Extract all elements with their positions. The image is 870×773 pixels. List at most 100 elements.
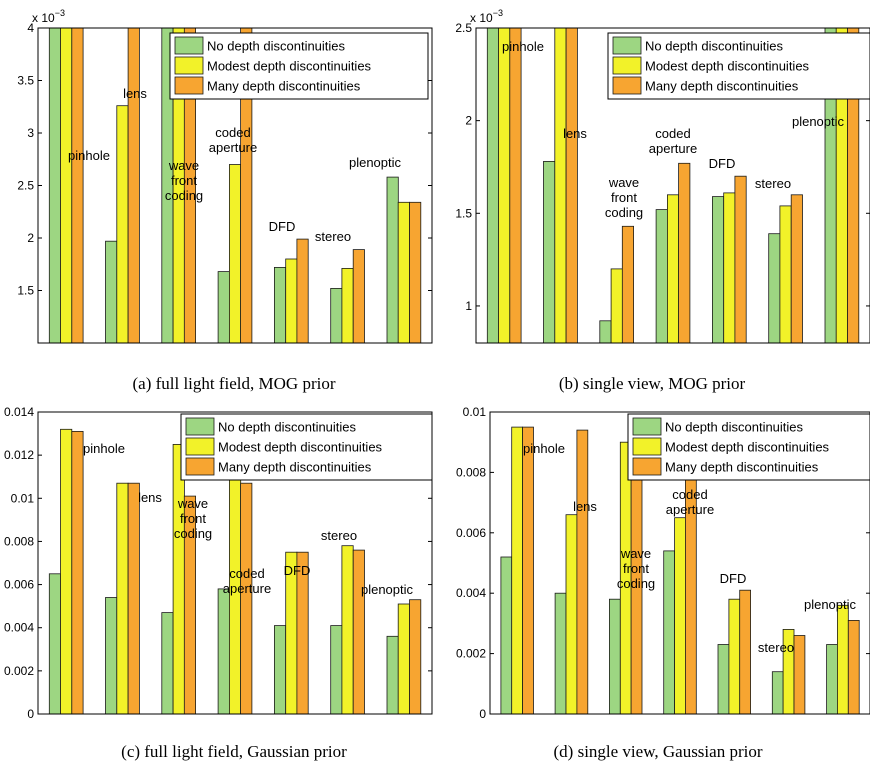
bars <box>48 428 422 714</box>
legend-swatch <box>632 437 662 456</box>
y-tick-label: 1.5 <box>17 284 34 298</box>
bar <box>273 266 287 343</box>
bar <box>734 175 747 343</box>
bar <box>522 426 534 714</box>
legend-label: Modest depth discontinuities <box>207 59 372 74</box>
category-label: coded aperture <box>649 126 697 156</box>
subplot-b: 1 1.5 2 2.5x 10−3 pinhole lens wave front coding… <box>455 8 870 344</box>
legend-label: Many depth discontinuities <box>207 79 361 94</box>
y-exponent-label: x 10−3 <box>470 8 503 25</box>
subplot-c: 0 0.002 0.004 0.006 0.008 0.01 0.012 0.014 pinho… <box>4 405 433 721</box>
bar <box>240 482 253 714</box>
bar <box>60 28 73 343</box>
legend: No depth discontinuities Modest depth dis… <box>627 413 870 481</box>
legend-swatch <box>632 457 662 476</box>
bar <box>105 240 118 343</box>
category-label: lens <box>573 499 597 514</box>
bar <box>509 28 522 343</box>
bar <box>610 268 623 343</box>
bar <box>554 28 567 343</box>
category-label: DFD <box>269 219 296 234</box>
legend-label: No depth discontinuities <box>645 39 784 54</box>
bar <box>728 598 741 714</box>
category-label: DFD <box>284 563 311 578</box>
legend-swatch <box>174 56 204 75</box>
category-label: pinhole <box>523 441 565 456</box>
y-tick-label: 0.012 <box>4 448 34 462</box>
legend-swatch <box>612 56 642 75</box>
legend: No depth discontinuities Modest depth dis… <box>180 413 433 481</box>
bar <box>771 671 784 714</box>
bar <box>837 604 849 714</box>
y-tick-label: 2.5 <box>455 21 472 35</box>
bar <box>826 644 838 714</box>
bar <box>386 635 399 714</box>
category-label: wave front coding <box>617 546 655 591</box>
y-tick-label: 2 <box>465 114 472 128</box>
category-label: coded aperture <box>223 566 271 596</box>
y-tick-label: 0.008 <box>456 465 486 479</box>
category-label: wave front coding <box>165 158 203 203</box>
bar <box>599 320 612 343</box>
category-label: plenoptic <box>349 155 402 170</box>
legend-label: No depth discontinuities <box>218 420 357 435</box>
category-label: pinhole <box>83 441 125 456</box>
bar <box>330 287 343 343</box>
category-label: plenoptic <box>804 597 857 612</box>
bar <box>48 573 61 714</box>
legend-swatch <box>612 36 642 55</box>
legend-label: Modest depth discontinuities <box>665 440 830 455</box>
axes-box <box>489 411 870 715</box>
legend-swatch <box>612 76 642 95</box>
y-tick-label: 0.008 <box>4 534 34 548</box>
bar <box>565 514 578 714</box>
legend-swatch <box>185 437 215 456</box>
category-label: pinhole <box>502 39 544 54</box>
caption-a: (a) full light field, MOG prior <box>132 374 335 393</box>
bar <box>847 28 860 343</box>
bar <box>127 28 140 343</box>
category-label: lens <box>123 86 147 101</box>
y-tick-label: 4 <box>27 21 34 35</box>
bar <box>296 551 309 714</box>
bar <box>352 249 365 343</box>
category-label: stereo <box>758 640 794 655</box>
bar <box>790 194 803 343</box>
bar <box>273 625 287 714</box>
bar <box>779 205 792 343</box>
bar <box>674 517 686 714</box>
category-label: wave front coding <box>605 175 643 220</box>
category-label: coded aperture <box>666 487 714 517</box>
bar <box>717 644 730 714</box>
bar <box>667 194 680 343</box>
bar <box>341 545 354 714</box>
category-label: pinhole <box>68 148 110 163</box>
bar <box>655 209 668 343</box>
legend-box <box>607 32 870 100</box>
bars <box>48 28 422 343</box>
y-tick-label: 2 <box>27 231 34 245</box>
bar <box>409 201 422 343</box>
bar <box>330 625 343 714</box>
y-tick-label: 3 <box>27 126 34 140</box>
bar <box>386 176 399 343</box>
y-tick-label: 0.002 <box>4 664 34 678</box>
category-label: plenoptic <box>792 114 845 129</box>
bar <box>172 443 185 714</box>
bar <box>609 598 621 714</box>
bar <box>543 160 556 343</box>
legend-swatch <box>185 457 215 476</box>
bar <box>397 603 410 714</box>
legend-box <box>169 32 429 100</box>
caption-b: (b) single view, MOG prior <box>559 374 746 393</box>
y-tick-label: 0.002 <box>456 647 486 661</box>
legend-box <box>627 413 870 481</box>
category-label: plenoptic <box>361 582 414 597</box>
category-label: stereo <box>315 229 351 244</box>
legend-swatch <box>174 36 204 55</box>
y-tick-label: 0 <box>479 707 486 721</box>
bar <box>739 589 752 714</box>
bar <box>127 482 140 714</box>
y-exponent-label: x 10−3 <box>32 8 65 25</box>
bar <box>116 105 129 343</box>
